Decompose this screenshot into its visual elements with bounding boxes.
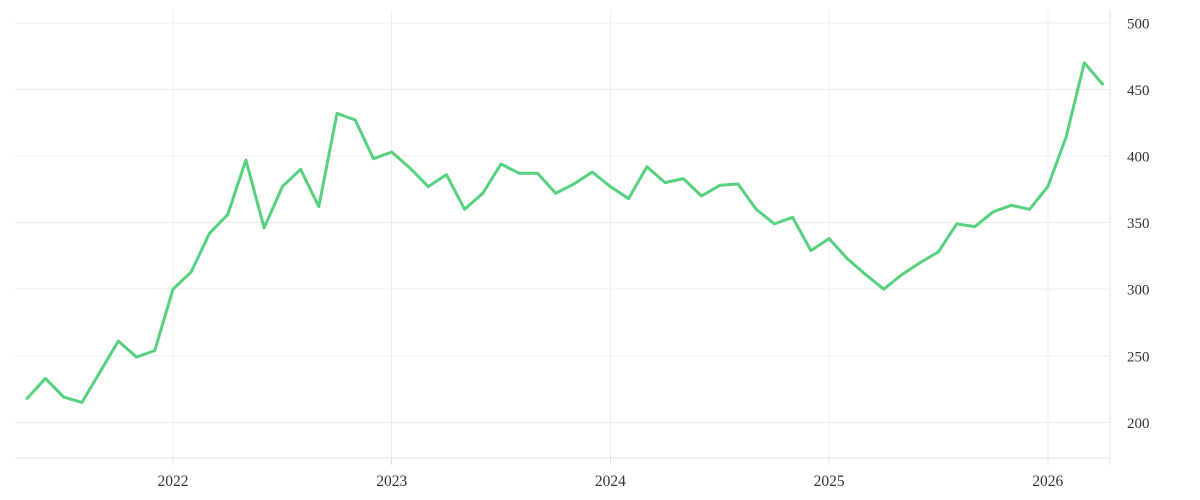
x-tick-label: 2025 (814, 473, 845, 490)
series-line (25, 61, 1104, 404)
x-tick-label: 2023 (376, 473, 407, 490)
x-tick-label: 2022 (158, 473, 189, 490)
x-tick-label: 2026 (1032, 473, 1063, 490)
y-tick-label: 450 (1127, 83, 1150, 99)
y-tick-label: 300 (1127, 283, 1150, 299)
y-tick-label: 200 (1127, 416, 1150, 432)
y-tick-label: 500 (1127, 16, 1150, 32)
y-tick-label: 350 (1127, 216, 1150, 232)
y-tick-label: 250 (1127, 349, 1150, 365)
y-tick-label: 400 (1127, 150, 1150, 166)
x-tick-label: 2024 (595, 473, 626, 490)
